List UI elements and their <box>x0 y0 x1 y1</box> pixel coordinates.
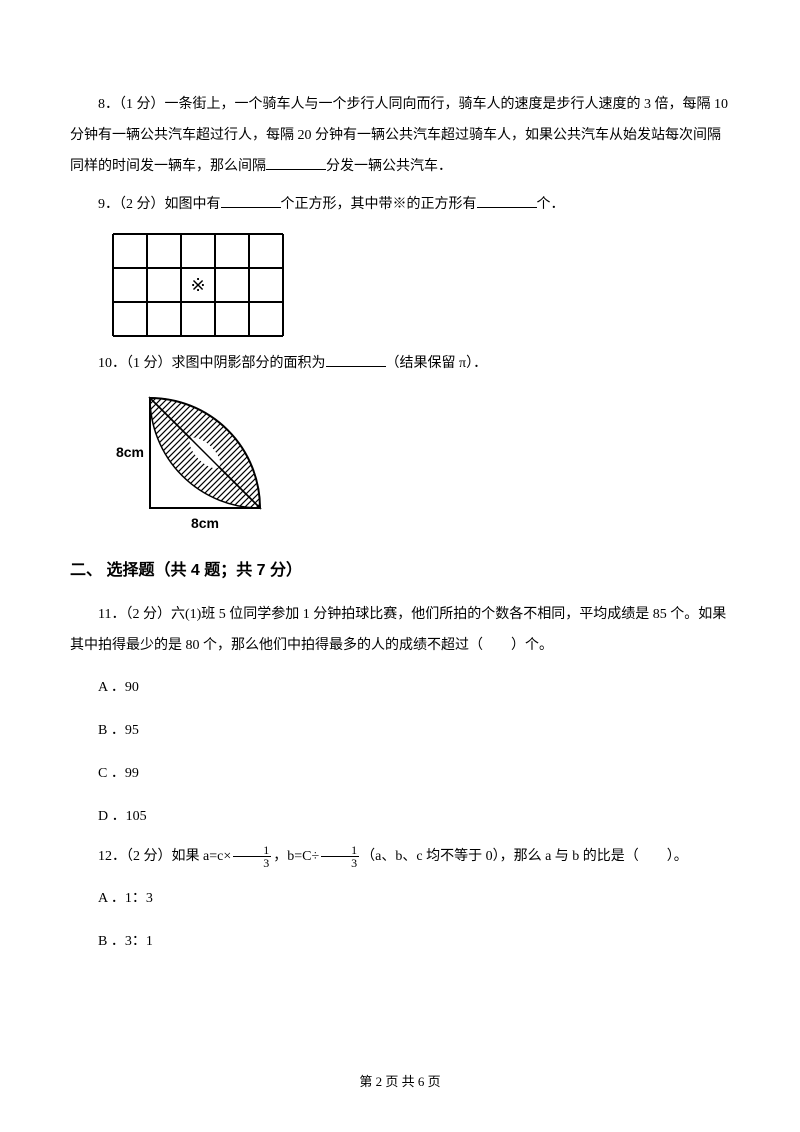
q11-points: （2 分） <box>125 607 171 622</box>
svg-text:※: ※ <box>190 275 205 295</box>
question-8: 8．（1 分）一条街上，一个骑车人与一个步行人同向而行，骑车人的速度是步行人速度… <box>70 90 730 182</box>
q12-text1: 如果 a=c× <box>172 849 232 864</box>
q12-frac2: 13 <box>321 844 359 869</box>
q11-option-d: D ．105 <box>98 799 730 834</box>
question-10: 10．（1 分）求图中阴影部分的面积为 （结果保留 π）． <box>70 349 730 380</box>
q8-points: （1 分） <box>119 97 165 112</box>
q12-points: （2 分） <box>126 849 172 864</box>
q9-points: （2 分） <box>119 197 165 212</box>
q9-grid-figure: ※ <box>110 231 730 339</box>
q10-blank <box>326 353 386 367</box>
q12-option-a: A ．1：3 <box>98 881 730 916</box>
svg-text:8cm: 8cm <box>191 515 219 531</box>
q9-text3: 个． <box>537 197 565 212</box>
q10-number: 10． <box>98 356 126 371</box>
q12-text3: （a、b、c 均不等于 0），那么 a 与 b 的比是（ ）。 <box>361 849 688 864</box>
q12-number: 12． <box>98 849 126 864</box>
q9-number: 9． <box>98 197 119 212</box>
section-2-title: 二、 选择题（共 4 题；共 7 分） <box>70 553 730 588</box>
question-11: 11．（2 分）六(1)班 5 位同学参加 1 分钟拍球比赛，他们所拍的个数各不… <box>70 600 730 662</box>
question-12: 12．（2 分）如果 a=c×13，b=C÷13（a、b、c 均不等于 0），那… <box>70 842 730 873</box>
q9-text2: 个正方形，其中带※的正方形有 <box>281 197 477 212</box>
q11-number: 11． <box>98 607 125 622</box>
q10-text2: （结果保留 π）． <box>386 356 488 371</box>
q9-blank1 <box>221 194 281 208</box>
q10-figure: 8cm 8cm <box>110 390 730 538</box>
q11-option-c: C ．99 <box>98 756 730 791</box>
q10-text1: 求图中阴影部分的面积为 <box>172 356 326 371</box>
q12-text2: ，b=C÷ <box>273 849 319 864</box>
q9-text1: 如图中有 <box>165 197 221 212</box>
q8-number: 8． <box>98 97 119 112</box>
q11-option-b: B ．95 <box>98 713 730 748</box>
question-9: 9．（2 分）如图中有 个正方形，其中带※的正方形有 个． <box>70 190 730 221</box>
q12-frac1: 13 <box>233 844 271 869</box>
q8-blank <box>266 156 326 170</box>
q10-points: （1 分） <box>126 356 172 371</box>
q11-option-a: A ．90 <box>98 670 730 705</box>
q9-blank2 <box>477 194 537 208</box>
page-footer: 第 2 页 共 6 页 <box>0 1068 800 1097</box>
q12-option-b: B ．3：1 <box>98 924 730 959</box>
svg-text:8cm: 8cm <box>116 444 144 460</box>
q8-text2: 分发一辆公共汽车． <box>326 159 452 174</box>
